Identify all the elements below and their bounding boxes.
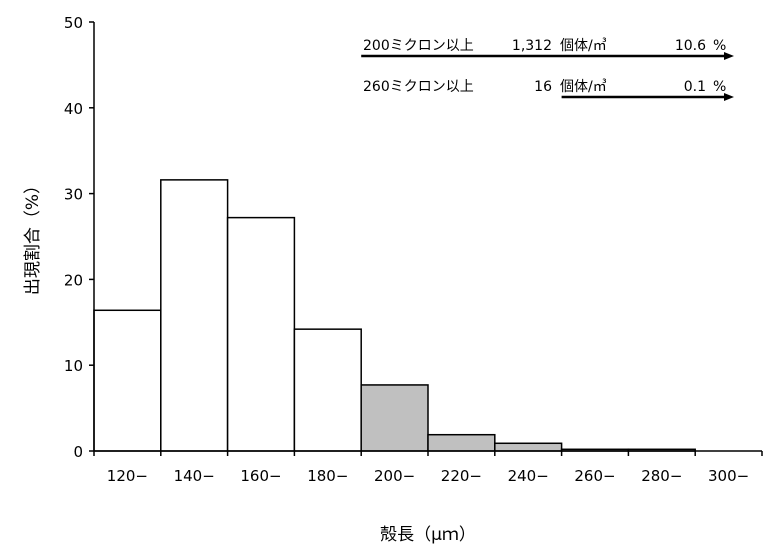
y-tick-label: 0: [73, 443, 83, 461]
annotation-arrowhead: [724, 93, 734, 101]
annotation-label: 260ミクロン以上: [363, 79, 474, 95]
annotation-arrowhead: [724, 52, 734, 60]
y-tick-label: 50: [64, 14, 83, 32]
bar-5: [427, 433, 496, 452]
y-tick-label: 20: [64, 271, 83, 289]
bar-3: [293, 328, 362, 452]
bar-2: [226, 216, 296, 452]
x-axis-title: 殻長（μｍ）: [380, 525, 476, 545]
annotation-count: 1,312: [512, 38, 552, 54]
annotation-count: 16: [534, 79, 552, 95]
annotation-pct-unit: %: [713, 38, 726, 54]
y-ticks-group: 0 10 20 30 40 50: [64, 14, 94, 461]
annotation-percent: 10.6: [675, 38, 706, 54]
x-tick-label: 160−: [240, 467, 281, 485]
x-tick-label: 260−: [574, 467, 615, 485]
x-tick-label: 200−: [374, 467, 415, 485]
annotation-unit: 個体/㎥: [560, 79, 607, 95]
bar-1: [160, 179, 229, 452]
annotation-label: 200ミクロン以上: [363, 38, 474, 54]
bar-4: [360, 384, 429, 452]
x-tick-label: 140−: [174, 467, 215, 485]
x-ticks-group: 120− 140− 160− 180− 200− 220− 240− 260− 280− 300−: [93, 451, 763, 485]
x-tick-label: 280−: [641, 467, 682, 485]
x-tick-label: 220−: [441, 467, 482, 485]
y-axis-title: 出現割合（%）: [23, 177, 43, 295]
y-tick-label: 40: [64, 100, 83, 118]
x-tick-label: 300−: [708, 467, 749, 485]
x-tick-label: 240−: [508, 467, 549, 485]
x-tick-label: 180−: [307, 467, 348, 485]
annotation-percent: 0.1: [684, 79, 706, 95]
y-tick-label: 30: [64, 186, 83, 204]
bars-group: [93, 179, 696, 452]
bar-0: [93, 309, 162, 452]
annotation-unit: 個体/㎥: [560, 38, 607, 54]
x-tick-label: 120−: [107, 467, 148, 485]
annotations-group: 200ミクロン以上 1,312 個体/㎥ 10.6 % 260ミクロン以上 16 個体/㎥ 0.…: [361, 38, 734, 101]
bar-6: [494, 442, 563, 452]
annotation-pct-unit: %: [713, 79, 726, 95]
y-tick-label: 10: [64, 357, 83, 375]
